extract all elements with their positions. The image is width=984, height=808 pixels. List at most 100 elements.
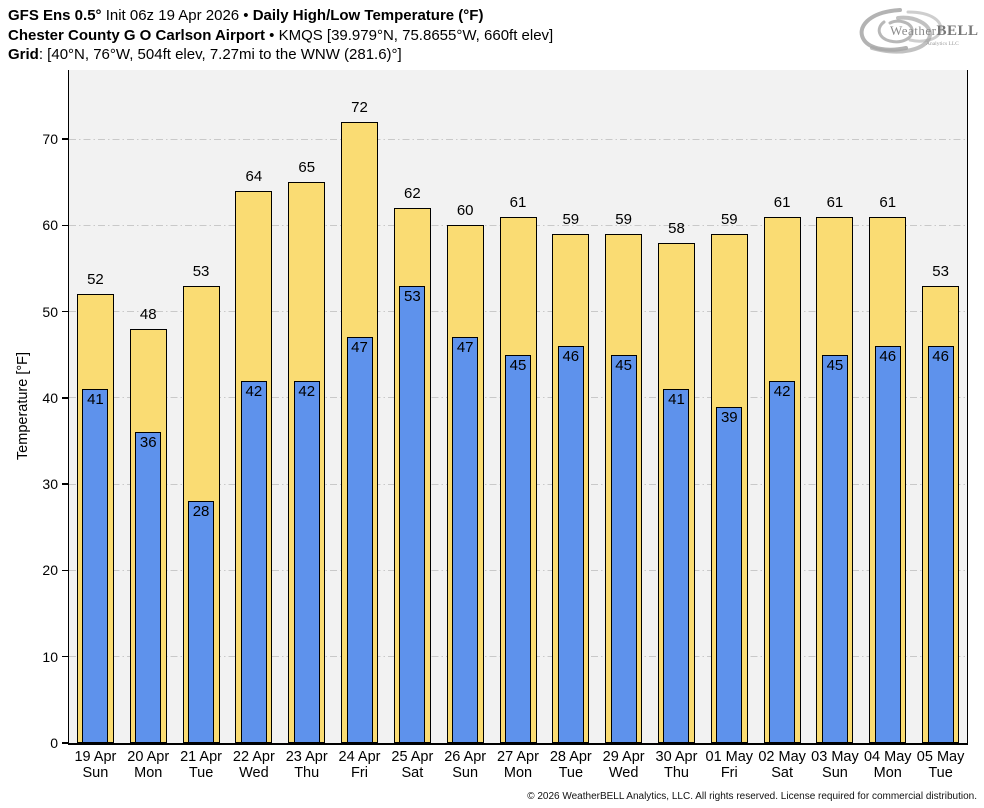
title-line-1: GFS Ens 0.5° Init 06z 19 Apr 2026 • Dail…	[8, 6, 553, 26]
low-value-label: 42	[773, 382, 791, 400]
low-value-label: 46	[562, 348, 580, 366]
y-tick-label-20: 20	[42, 562, 58, 579]
y-tick-label-30: 30	[42, 476, 58, 493]
x-tick-day: Wed	[608, 765, 639, 781]
gridline-70	[69, 138, 967, 140]
x-tick-date: 23 Apr	[285, 749, 328, 765]
x-tick-date: 02 May	[758, 749, 806, 765]
x-tick-date: 30 Apr	[655, 749, 698, 765]
high-value-label: 53	[932, 262, 949, 280]
high-value-label: 59	[615, 210, 632, 228]
x-tick-day: Tue	[558, 765, 584, 781]
high-value-label: 61	[773, 193, 791, 211]
right-axis-spine	[967, 70, 969, 743]
high-value-label: 61	[826, 193, 844, 211]
high-value-label: 52	[87, 271, 104, 289]
high-value-label: 58	[668, 219, 685, 237]
low-value-label: 46	[932, 348, 949, 366]
x-tick-day: Tue	[928, 765, 953, 781]
low-value-label: 47	[351, 339, 368, 357]
model-name: GFS Ens 0.5°	[8, 7, 102, 24]
high-value-label: 61	[879, 193, 897, 211]
low-bar-26-Apr	[452, 337, 479, 743]
low-value-label: 53	[404, 287, 421, 305]
grid-label: Grid	[8, 46, 39, 63]
low-bar-01-May	[716, 406, 743, 743]
x-tick-day: Mon	[503, 765, 533, 781]
chart-title: Daily High/Low Temperature (°F)	[252, 7, 484, 24]
low-value-label: 41	[87, 391, 104, 409]
x-tick-date: 27 Apr	[497, 749, 539, 765]
y-tick-label-60: 60	[42, 217, 58, 234]
high-value-label: 62	[404, 185, 421, 203]
title-line-2: Chester County G O Carlson Airport • KMQ…	[8, 26, 553, 46]
x-tick-date: 28 Apr	[549, 749, 592, 765]
x-tick-date: 20 Apr	[127, 749, 170, 765]
x-tick-date: 29 Apr	[602, 749, 645, 765]
y-tick-label-10: 10	[42, 648, 58, 665]
y-axis-title: Temperature [°F]	[15, 351, 31, 461]
low-bar-23-Apr	[293, 380, 320, 743]
low-bar-21-Apr	[188, 501, 215, 743]
high-value-label: 61	[509, 193, 527, 211]
y-tick-40	[62, 397, 69, 399]
low-value-label: 41	[668, 391, 685, 409]
low-bar-20-Apr	[135, 432, 162, 743]
x-tick-day: Sat	[771, 765, 793, 781]
x-tick-day: Wed	[239, 765, 269, 781]
x-tick-date: 01 May	[705, 749, 754, 765]
chart-header: GFS Ens 0.5° Init 06z 19 Apr 2026 • Dail…	[8, 6, 553, 65]
weatherbell-logo: WeatherBELL Analytics LLC	[859, 8, 979, 54]
x-tick-date: 05 May	[916, 749, 965, 765]
low-bar-24-Apr	[346, 337, 373, 743]
x-tick-day: Sun	[82, 765, 109, 781]
x-tick-day: Thu	[663, 765, 689, 781]
low-bar-19-Apr	[82, 389, 109, 743]
y-tick-label-50: 50	[42, 303, 58, 320]
high-value-label: 72	[351, 98, 368, 116]
low-value-label: 42	[298, 382, 316, 400]
x-tick-day: Tue	[188, 765, 214, 781]
title-line-3: Grid: [40°N, 76°W, 504ft elev, 7.27mi to…	[8, 45, 553, 65]
y-tick-50	[62, 310, 69, 313]
low-value-label: 39	[720, 408, 738, 426]
low-bar-25-Apr	[399, 285, 426, 743]
y-tick-60	[62, 224, 69, 227]
y-tick-20	[62, 569, 69, 572]
left-axis-spine	[68, 70, 70, 743]
high-value-label: 64	[245, 167, 263, 185]
station-meta: • KMQS [39.979°N, 75.8655°W, 660ft elev]	[264, 26, 554, 44]
swirl-icon	[859, 8, 943, 54]
low-value-label: 36	[139, 434, 157, 452]
high-value-label: 59	[562, 210, 580, 228]
low-bar-03-May	[821, 354, 848, 743]
y-tick-30	[62, 483, 69, 485]
low-bar-04-May	[874, 346, 901, 743]
high-value-label: 53	[192, 262, 210, 280]
logo-text-weather: WeatherBELL	[890, 23, 979, 39]
x-tick-date: 22 Apr	[232, 749, 275, 765]
high-value-label: 65	[298, 159, 316, 177]
low-value-label: 47	[456, 339, 474, 357]
low-value-label: 45	[509, 356, 527, 374]
x-tick-day: Sun	[452, 765, 479, 781]
x-tick-date: 19 Apr	[74, 749, 117, 765]
y-tick-10	[62, 655, 69, 658]
x-tick-day: Mon	[873, 765, 902, 781]
y-tick-label-0: 0	[50, 735, 58, 751]
grid-meta: : [40°N, 76°W, 504ft elev, 7.27mi to the…	[38, 46, 402, 63]
low-bar-27-Apr	[505, 354, 531, 743]
x-tick-day: Thu	[294, 765, 320, 781]
low-bar-30-Apr	[663, 389, 690, 743]
y-tick-70	[62, 138, 69, 140]
low-value-label: 28	[192, 503, 210, 521]
station-name: Chester County G O Carlson Airport	[8, 26, 265, 44]
low-bar-05-May	[927, 346, 954, 743]
low-bar-28-Apr	[557, 346, 584, 743]
high-value-label: 48	[139, 305, 157, 323]
logo-text-analytics: Analytics LLC	[926, 41, 959, 47]
high-value-label: 60	[456, 202, 474, 220]
low-value-label: 45	[615, 356, 632, 374]
high-value-label: 59	[720, 210, 738, 228]
